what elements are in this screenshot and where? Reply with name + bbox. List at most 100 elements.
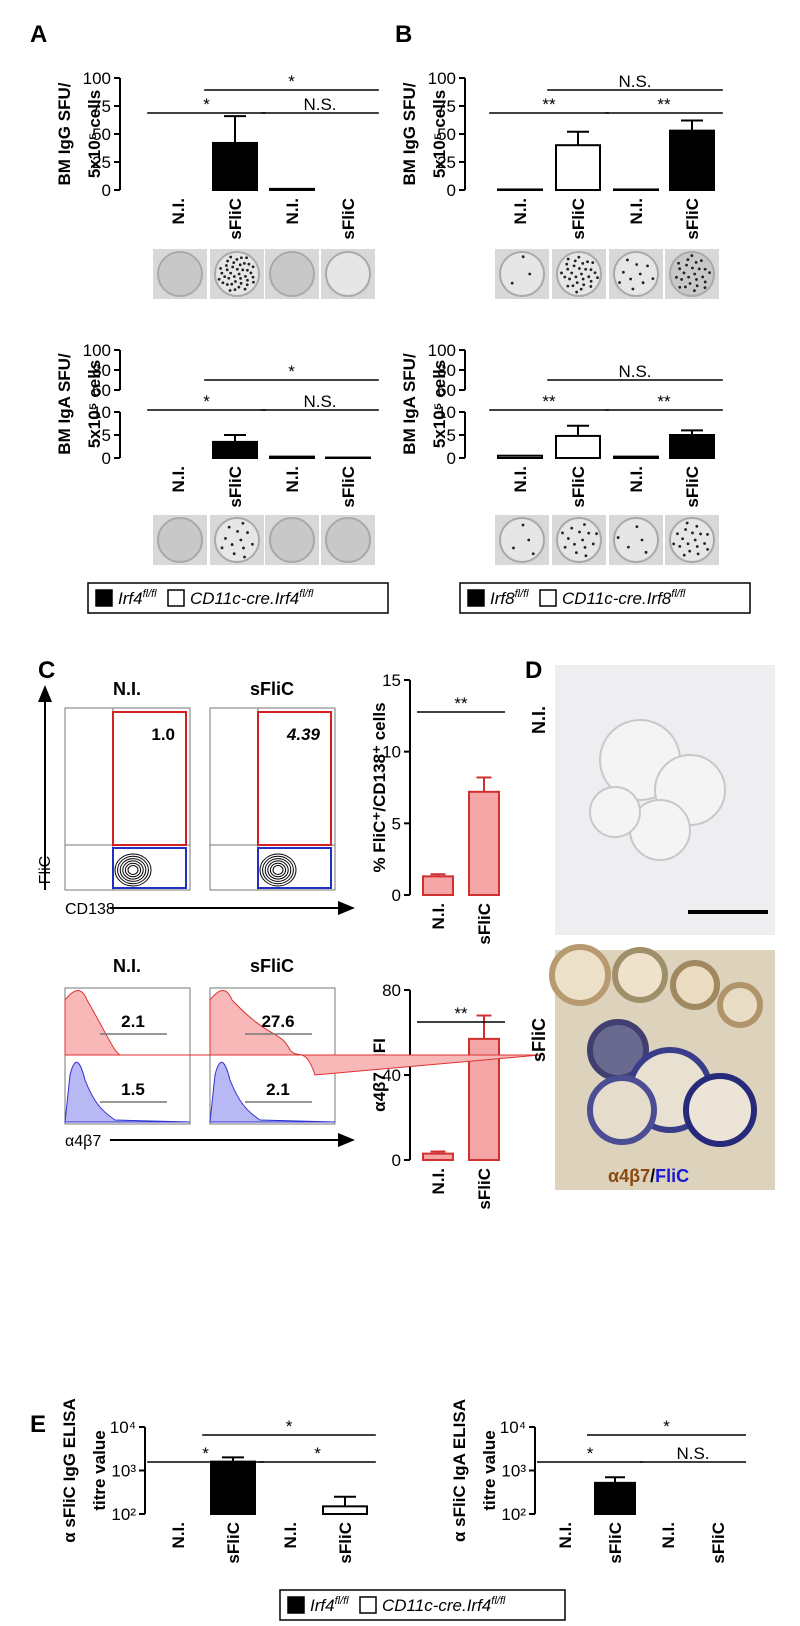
x-tick-label: sFliC — [336, 1522, 355, 1564]
spot — [224, 264, 228, 267]
spot — [678, 267, 682, 271]
spot — [583, 545, 587, 549]
y-tick-label: 10⁴ — [500, 1418, 526, 1437]
spot — [690, 254, 694, 257]
spot — [245, 268, 249, 272]
spot — [685, 521, 689, 525]
significance-label: N.S. — [676, 1444, 709, 1463]
hist-frame — [64, 987, 191, 1125]
spot — [695, 524, 699, 528]
spot — [563, 545, 567, 549]
well — [613, 251, 659, 297]
panel-label: A — [30, 21, 47, 48]
hist-column-title: N.I. — [113, 956, 141, 976]
spot — [565, 262, 569, 266]
legend-swatch — [467, 589, 485, 607]
spot — [691, 531, 694, 535]
contour — [127, 865, 139, 875]
stain-label: α4β7/FliC — [608, 1166, 689, 1186]
x-tick-label: sFliC — [709, 1522, 728, 1564]
spot — [629, 277, 633, 281]
hist-red — [64, 990, 250, 1056]
legend-label-sup: fl/fl — [491, 1595, 506, 1607]
x-tick-label: sFliC — [683, 466, 702, 508]
spot — [651, 277, 655, 281]
legend-swatch — [167, 589, 185, 607]
spot — [235, 258, 239, 261]
hist-x-label: α4β7 — [65, 1133, 101, 1150]
hist-gate-value: 2.1 — [121, 1012, 145, 1031]
y-tick-label: 10 — [437, 403, 456, 422]
y-axis-label: 5x10⁵ cells — [85, 360, 104, 448]
stain-part: FliC — [655, 1166, 689, 1186]
spot — [239, 538, 243, 542]
panel-label: E — [30, 1411, 46, 1438]
significance-label: ** — [657, 95, 671, 114]
bar — [422, 1152, 454, 1161]
x-tick-label: N.I. — [511, 198, 530, 224]
x-tick-label: sFliC — [606, 1522, 625, 1564]
spot — [249, 271, 253, 275]
spot — [595, 532, 598, 536]
flow-column-title: sFliC — [250, 679, 294, 699]
significance-label: N.S. — [618, 72, 651, 91]
x-tick-label: sFliC — [475, 903, 494, 945]
y-tick-label: 80 — [437, 361, 456, 380]
y-axis-label: BM IgA SFU/ — [400, 353, 419, 455]
spot — [575, 290, 579, 294]
significance-label: * — [288, 72, 295, 91]
spot — [568, 277, 571, 281]
arrow-head — [338, 901, 355, 915]
legend-label: CD11c-cre.Irf8fl/fl — [562, 588, 686, 608]
spot — [626, 258, 629, 262]
bar — [210, 1460, 256, 1515]
spot — [589, 285, 593, 288]
spot — [589, 279, 593, 283]
spot — [626, 545, 630, 549]
significance-label: * — [314, 1444, 321, 1463]
y-axis-label: α4β7 MFI — [370, 1038, 389, 1112]
y-tick-label: 15 — [382, 671, 401, 690]
spot — [573, 259, 577, 263]
spot — [233, 288, 237, 292]
spot — [621, 270, 625, 274]
spot — [221, 281, 225, 285]
hist-gate-value: 1.5 — [121, 1080, 145, 1099]
y-tick-label: 100 — [428, 341, 456, 360]
well — [669, 517, 715, 563]
well — [499, 517, 545, 563]
bar — [269, 455, 315, 459]
contour — [272, 865, 284, 875]
spot — [243, 287, 247, 291]
spot — [230, 282, 234, 286]
flow-x-label: CD138 — [65, 901, 115, 918]
spot — [677, 261, 680, 265]
well — [325, 517, 371, 563]
spot — [244, 274, 247, 278]
x-tick-label: sFliC — [339, 198, 358, 240]
cell — [587, 1075, 657, 1145]
spot — [695, 545, 699, 548]
significance-label: ** — [454, 694, 468, 713]
spot — [241, 268, 245, 272]
spot — [692, 289, 696, 293]
y-tick-label: 50 — [437, 125, 456, 144]
x-tick-label: N.I. — [281, 1522, 300, 1548]
spot — [586, 260, 589, 264]
x-tick-label: N.I. — [169, 1522, 188, 1548]
spot — [251, 275, 255, 279]
legend-label-main: CD11c-cre.Irf4 — [382, 1596, 491, 1615]
spot — [521, 255, 525, 259]
y-axis-label: % FliC⁺/CD138⁺ cells — [370, 702, 389, 872]
spot — [560, 271, 563, 275]
well — [669, 251, 715, 297]
spot — [688, 549, 692, 553]
significance-label: N.S. — [618, 362, 651, 381]
hist-gate-value: 27.6 — [261, 1012, 294, 1031]
x-tick-label: sFliC — [569, 466, 588, 508]
y-tick-label: 50 — [92, 125, 111, 144]
significance-label: ** — [657, 392, 671, 411]
hist-gate-value: 2.1 — [266, 1080, 290, 1099]
y-tick-label: 100 — [83, 341, 111, 360]
bar — [212, 141, 258, 192]
